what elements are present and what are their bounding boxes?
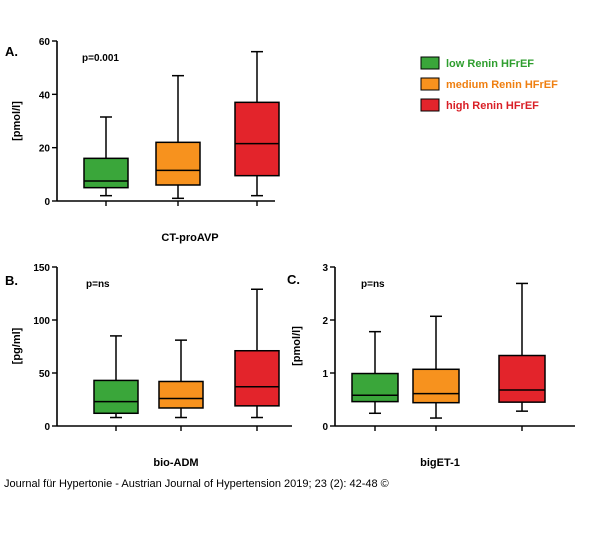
journal-citation: Journal für Hypertonie - Austrian Journa… (4, 478, 389, 490)
y-tick-label: 0 (44, 197, 50, 208)
iqr-box (412, 368, 460, 404)
legend-swatch-medium (420, 77, 440, 91)
y-tick-label: 50 (39, 369, 51, 380)
panel-b-p-value: p=ns (86, 279, 110, 290)
iqr-box (93, 379, 139, 415)
box-high-renin (234, 50, 280, 206)
panel-a-y-label: [pmol/l] (11, 101, 23, 141)
y-tick-label: 100 (33, 316, 50, 327)
panel-b-x-label: bio-ADM (153, 457, 198, 469)
panel-b: B. p=ns bio-ADM [pg/ml] 0 50 100 150 (5, 263, 292, 469)
iqr-box (155, 141, 201, 186)
iqr-box (83, 157, 129, 189)
y-tick-label: 1 (322, 369, 328, 380)
y-tick-label: 3 (322, 263, 328, 274)
legend-label-low: low Renin HFrEF (446, 58, 534, 70)
legend-label-medium: medium Renin HFrEF (446, 79, 558, 91)
legend-swatch-low (420, 56, 440, 70)
box-low-renin (83, 116, 129, 206)
panel-c-p-value: p=ns (361, 279, 385, 290)
panel-c: C. p=ns bigET-1 [pmol/l] 0 1 2 3 (287, 263, 575, 469)
legend-item-low: low Renin HFrEF (420, 56, 534, 70)
y-tick-label: 2 (322, 316, 328, 327)
legend: low Renin HFrEF medium Renin HFrEF high … (420, 56, 558, 112)
box-high-renin (498, 282, 546, 431)
iqr-box (234, 101, 280, 177)
box-high-renin (234, 288, 280, 431)
y-tick-label: 0 (322, 422, 328, 433)
panel-a-x-label: CT-proAVP (161, 232, 218, 244)
iqr-box (351, 372, 399, 403)
box-low-renin (351, 330, 399, 431)
panel-a-p-value: p=0.001 (82, 53, 119, 64)
y-tick-label: 40 (39, 90, 51, 101)
panel-c-y-label: [pmol/l] (291, 326, 303, 366)
panel-c-x-label: bigET-1 (420, 457, 460, 469)
panel-b-y-label: [pg/ml] (11, 327, 23, 364)
box-medium-renin (412, 315, 460, 431)
legend-label-high: high Renin HFrEF (446, 100, 539, 112)
panel-b-letter: B. (5, 273, 18, 288)
y-tick-label: 60 (39, 37, 51, 48)
legend-item-medium: medium Renin HFrEF (420, 77, 558, 91)
panel-a: A. p=0.001 CT-proAVP [pmol/l] 0 20 40 60 (5, 37, 280, 244)
panel-a-letter: A. (5, 44, 18, 59)
iqr-box (498, 354, 546, 403)
y-tick-label: 150 (33, 263, 50, 274)
legend-swatch-high (420, 98, 440, 112)
y-tick-label: 20 (39, 144, 51, 155)
panel-c-letter: C. (287, 272, 300, 287)
legend-item-high: high Renin HFrEF (420, 98, 539, 112)
y-tick-label: 0 (44, 422, 50, 433)
iqr-box (158, 380, 204, 409)
box-low-renin (93, 335, 139, 431)
iqr-box (234, 349, 280, 407)
box-medium-renin (155, 74, 201, 206)
box-medium-renin (158, 339, 204, 431)
